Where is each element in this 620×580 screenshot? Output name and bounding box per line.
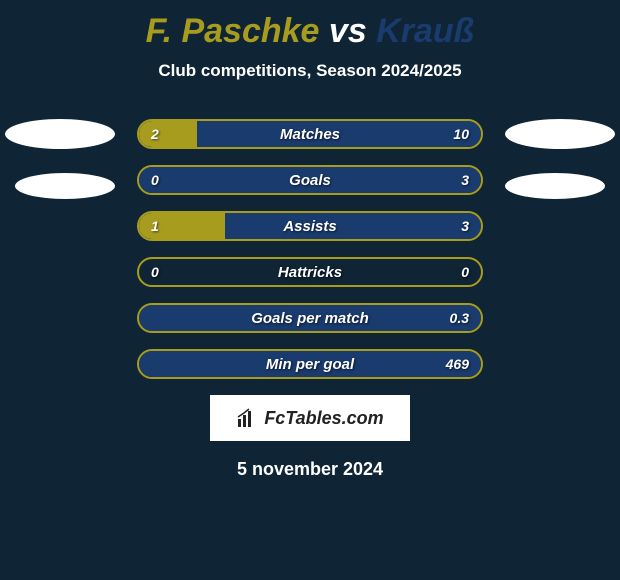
- badge-text: FcTables.com: [264, 408, 383, 429]
- stat-bar-row: Goals0 3: [137, 165, 483, 195]
- stat-bar-row: Assists1 3: [137, 211, 483, 241]
- stat-value-player1: 1: [151, 213, 159, 239]
- stat-label: Hattricks: [139, 259, 481, 285]
- stat-value-player2: 469: [446, 351, 469, 377]
- date-label: 5 november 2024: [0, 459, 620, 480]
- player1-name: F. Paschke: [146, 12, 320, 50]
- player2-silhouette-placeholder-1: [505, 119, 615, 149]
- stat-label: Min per goal: [139, 351, 481, 377]
- stat-label: Matches: [139, 121, 481, 147]
- stat-value-player2: 0: [461, 259, 469, 285]
- player2-silhouette-placeholder-2: [505, 173, 605, 199]
- stat-bar-row: Goals per match0.3: [137, 303, 483, 333]
- stat-value-player2: 3: [461, 213, 469, 239]
- player1-silhouette-placeholder-2: [15, 173, 115, 199]
- player1-silhouette-placeholder-1: [5, 119, 115, 149]
- stat-bar-row: Min per goal469: [137, 349, 483, 379]
- stat-value-player1: 0: [151, 259, 159, 285]
- stat-label: Assists: [139, 213, 481, 239]
- vs-text: vs: [329, 12, 367, 50]
- player2-name: Krauß: [376, 12, 474, 50]
- stat-bar-row: Matches2 10: [137, 119, 483, 149]
- comparison-title: F. Paschke vs Krauß: [0, 0, 620, 51]
- stat-value-player1: 0: [151, 167, 159, 193]
- stat-label: Goals: [139, 167, 481, 193]
- stat-bar-row: Hattricks0 0: [137, 257, 483, 287]
- stat-bars-container: Matches210Goals03Assists13Hattricks00Goa…: [137, 119, 483, 379]
- chart-area: Matches210Goals03Assists13Hattricks00Goa…: [0, 119, 620, 379]
- subtitle: Club competitions, Season 2024/2025: [0, 61, 620, 81]
- stat-value-player2: 0.3: [450, 305, 469, 331]
- stat-value-player2: 10: [453, 121, 469, 147]
- stat-value-player1: 2: [151, 121, 159, 147]
- stat-value-player2: 3: [461, 167, 469, 193]
- source-badge: FcTables.com: [210, 395, 410, 441]
- stat-label: Goals per match: [139, 305, 481, 331]
- chart-icon: [236, 407, 258, 429]
